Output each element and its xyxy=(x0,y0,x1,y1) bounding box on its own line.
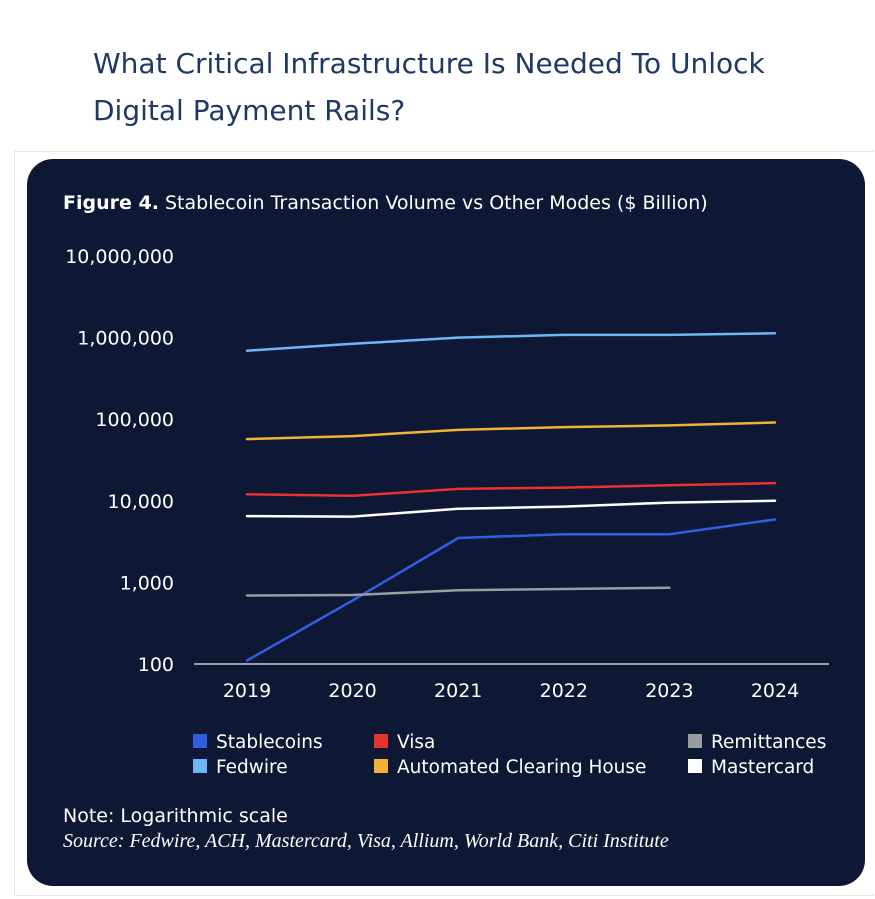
series-line-visa xyxy=(245,481,777,498)
x-tick-label: 2022 xyxy=(540,680,588,702)
series-line-stablecoins xyxy=(245,518,777,662)
x-axis: 2019 2020 2021 2022 2023 2024 xyxy=(223,680,799,702)
legend-swatch-fedwire xyxy=(193,759,207,773)
figure-frame xyxy=(14,151,874,896)
legend-label-automated-clearing-house: Automated Clearing House xyxy=(397,757,646,778)
y-axis: 100 1,000 10,000 100,000 1,000,000 10,000,000 xyxy=(65,246,174,676)
x-tick-label: 2021 xyxy=(434,680,482,702)
y-tick-label: 10,000,000 xyxy=(65,246,174,268)
series-line-automated-clearing-house xyxy=(245,421,777,441)
figure-title-text: Stablecoin Transaction Volume vs Other M… xyxy=(164,192,708,214)
figure-label: Figure 4. xyxy=(63,192,159,214)
x-tick-label: 2023 xyxy=(645,680,693,702)
y-tick-label: 10,000 xyxy=(108,491,174,513)
y-tick-label: 1,000,000 xyxy=(77,328,174,350)
legend-swatch-automated-clearing-house xyxy=(374,759,388,773)
page-heading: What Critical Infrastructure Is Needed T… xyxy=(93,47,765,127)
legend-swatch-stablecoins xyxy=(193,734,207,748)
legend-label-remittances: Remittances xyxy=(711,732,826,753)
series-line-remittances xyxy=(245,586,671,597)
x-tick-label: 2024 xyxy=(751,680,799,702)
figure-note: Note: Logarithmic scale xyxy=(63,805,288,827)
figure-source: Source: Fedwire, ACH, Mastercard, Visa, … xyxy=(63,830,669,852)
series-line-fedwire xyxy=(245,332,777,352)
y-tick-label: 1,000 xyxy=(120,572,174,594)
y-tick-label: 100 xyxy=(138,654,174,676)
legend-swatch-visa xyxy=(374,734,388,748)
series-line-mastercard xyxy=(245,499,777,518)
legend-label-fedwire: Fedwire xyxy=(216,757,288,778)
y-tick-label: 100,000 xyxy=(95,409,174,431)
series-lines xyxy=(245,332,777,662)
legend-label-visa: Visa xyxy=(397,732,435,753)
figure-title: Figure 4. Stablecoin Transaction Volume … xyxy=(63,192,708,214)
x-tick-label: 2019 xyxy=(223,680,271,702)
legend: Stablecoins Visa Remittances Fedwire Automat… xyxy=(193,732,826,778)
legend-swatch-mastercard xyxy=(688,759,702,773)
legend-label-mastercard: Mastercard xyxy=(711,757,814,778)
legend-label-stablecoins: Stablecoins xyxy=(216,732,323,753)
legend-swatch-remittances xyxy=(688,734,702,748)
x-tick-label: 2020 xyxy=(328,680,376,702)
figure-card xyxy=(27,159,865,886)
